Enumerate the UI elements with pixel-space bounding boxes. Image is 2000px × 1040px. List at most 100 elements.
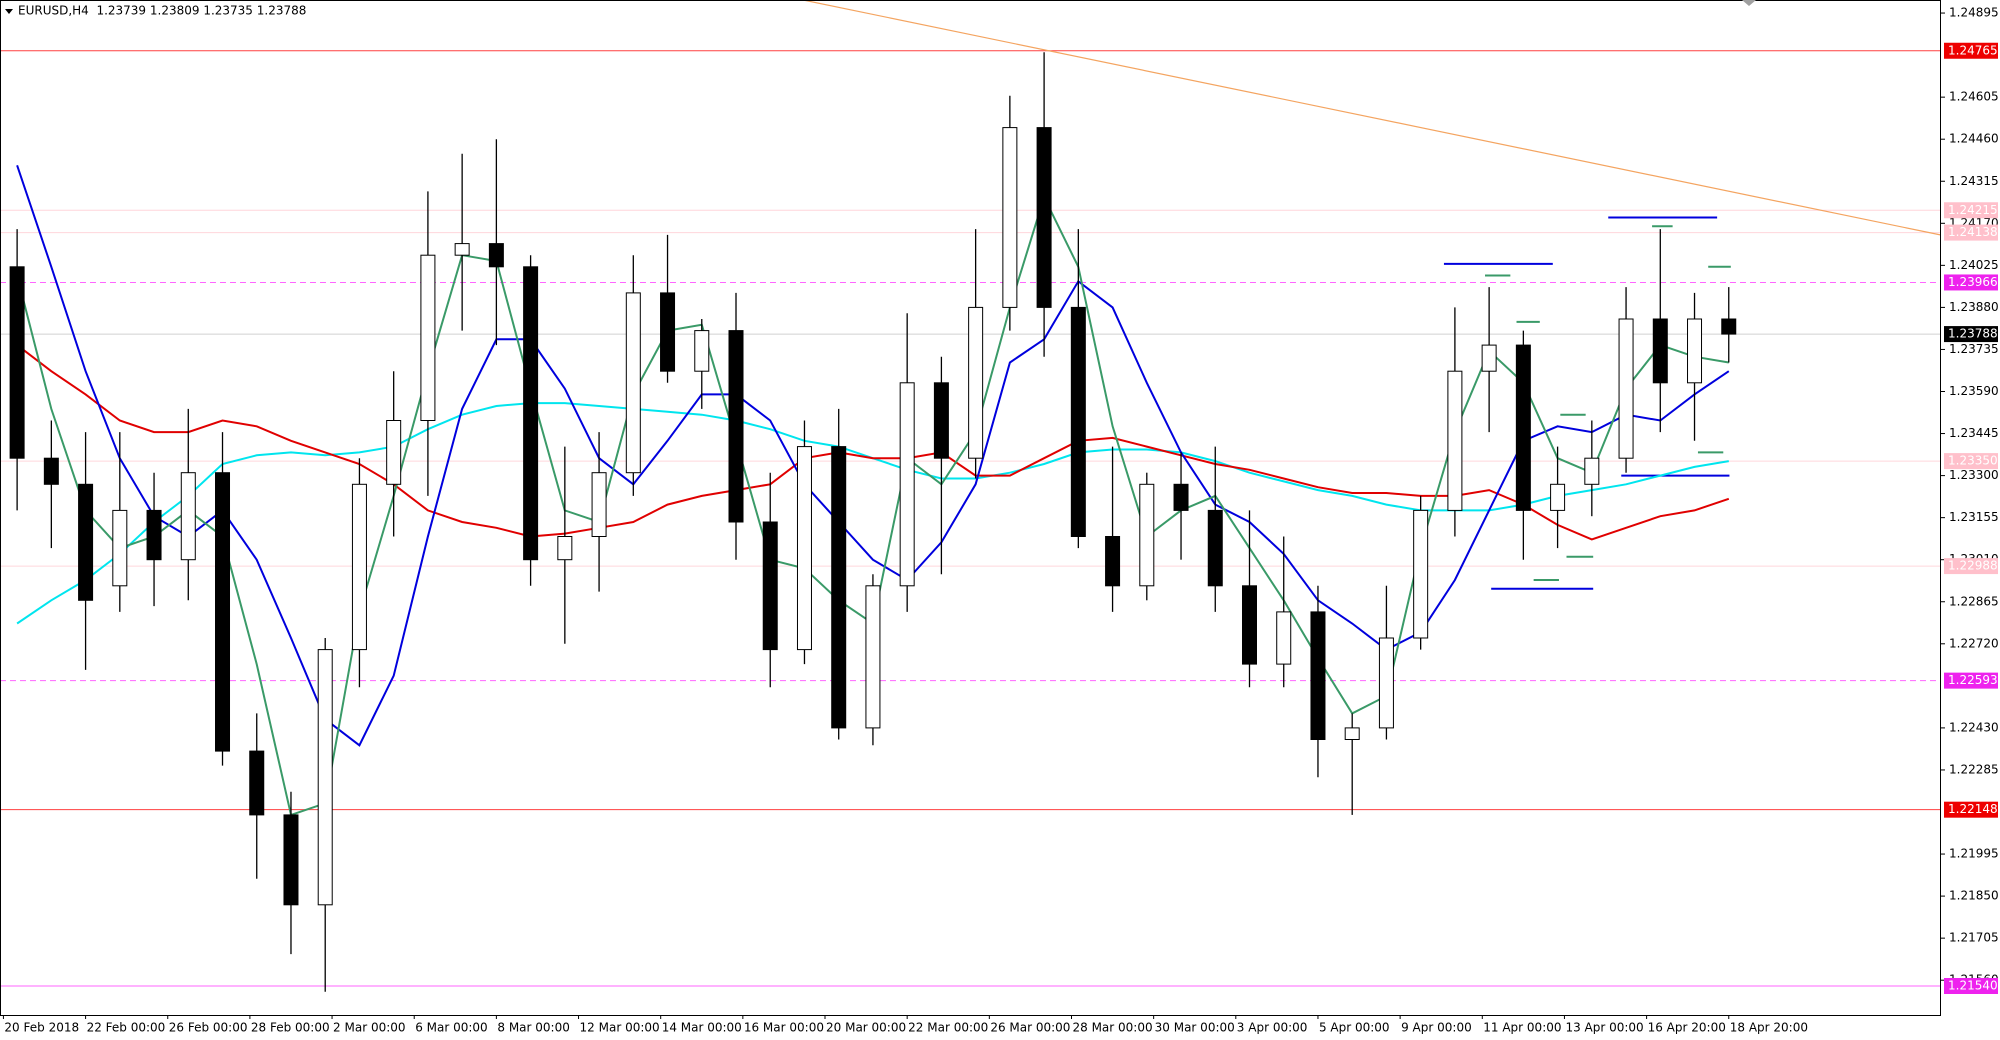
- x-tick-label: 26 Feb 00:00: [169, 1021, 248, 1035]
- candle-body: [762, 521, 778, 651]
- y-tick-label: 1.23590: [1949, 384, 1999, 398]
- price-level-box: [1944, 42, 1998, 59]
- candle-body: [9, 266, 25, 459]
- candle-body: [968, 306, 984, 459]
- candle-body: [1447, 370, 1463, 511]
- candle-body: [1276, 611, 1292, 665]
- x-tick-label: 20 Feb 2018: [4, 1021, 79, 1035]
- candle-body: [78, 483, 94, 601]
- candle-body: [317, 649, 333, 906]
- y-tick-label: 1.24895: [1949, 6, 1999, 20]
- candle-body: [386, 420, 402, 485]
- candle-body: [420, 254, 436, 421]
- x-tick-label: 22 Feb 00:00: [87, 1021, 166, 1035]
- y-tick-label: 1.23735: [1949, 342, 1999, 356]
- candle-body: [1413, 509, 1429, 639]
- candle-body: [1584, 457, 1600, 485]
- price-level-box: [1944, 558, 1998, 575]
- candle-body: [1310, 611, 1326, 741]
- candle-body: [796, 446, 812, 651]
- candle-body: [249, 750, 265, 816]
- price-level-box: [1944, 326, 1998, 343]
- x-tick-label: 30 Mar 00:00: [1155, 1021, 1235, 1035]
- y-tick-label: 1.23445: [1949, 426, 1999, 440]
- price-level-box: [1944, 202, 1998, 219]
- x-tick-label: 8 Mar 00:00: [497, 1021, 570, 1035]
- x-tick-label: 14 Mar 00:00: [662, 1021, 742, 1035]
- candle-body: [1618, 318, 1634, 459]
- x-tick-label: 28 Mar 00:00: [1072, 1021, 1152, 1035]
- candle-body: [1173, 483, 1189, 511]
- y-tick-label: 1.21850: [1949, 889, 1999, 903]
- moving-average-line: [16, 344, 1730, 541]
- price-level-label: 1.22988: [1948, 559, 1998, 573]
- candle-body: [933, 382, 949, 459]
- symbol-menu-arrow[interactable]: [5, 9, 13, 14]
- candle-body: [1207, 509, 1223, 587]
- y-tick-label: 1.23155: [1949, 510, 1999, 524]
- x-tick-label: 9 Apr 00:00: [1401, 1021, 1472, 1035]
- price-level-box: [1944, 978, 1998, 994]
- candle-body: [1139, 483, 1155, 587]
- candle-body: [694, 330, 710, 372]
- moving-average-line: [16, 164, 1730, 747]
- candle-body: [43, 457, 59, 485]
- y-tick-label: 1.24315: [1949, 174, 1999, 188]
- x-tick-label: 20 Mar 00:00: [826, 1021, 906, 1035]
- candle-body: [1241, 585, 1257, 665]
- candle-body: [1481, 344, 1497, 372]
- candle-body: [112, 509, 128, 587]
- price-level-label: 1.21540: [1948, 979, 1998, 993]
- y-tick-label: 1.24025: [1949, 258, 1999, 272]
- candle-body: [215, 472, 231, 752]
- y-tick-label: 1.24605: [1949, 90, 1999, 104]
- y-tick-label: 1.22865: [1949, 594, 1999, 608]
- trend-line: [802, 0, 1941, 236]
- candle-body: [146, 509, 162, 561]
- price-level-box: [1944, 801, 1998, 818]
- plot-frame: [0, 0, 1941, 1016]
- y-tick-label: 1.21995: [1949, 847, 1999, 861]
- scroll-marker: [1742, 0, 1756, 6]
- x-tick-label: 18 Apr 20:00: [1730, 1021, 1808, 1035]
- candle-body: [1002, 127, 1018, 308]
- y-tick-label: 1.22430: [1949, 720, 1999, 734]
- y-tick-label: 1.23880: [1949, 300, 1999, 314]
- price-level-label: 1.22148: [1948, 802, 1998, 816]
- price-level-label: 1.24215: [1948, 203, 1998, 217]
- chart-header: EURUSD,H4 1.23739 1.23809 1.23735 1.2378…: [18, 4, 306, 18]
- x-tick-label: 2 Mar 00:00: [333, 1021, 406, 1035]
- candle-body: [1721, 318, 1737, 335]
- y-tick-label: 1.23300: [1949, 468, 1999, 482]
- candle-body: [591, 472, 607, 538]
- price-level-label: 1.22593: [1948, 673, 1998, 687]
- candle-body: [1687, 318, 1703, 384]
- x-tick-label: 5 Apr 00:00: [1319, 1021, 1390, 1035]
- candle-body: [831, 446, 847, 729]
- candle-body: [283, 814, 299, 906]
- price-level-label: 1.23350: [1948, 454, 1998, 468]
- candle-body: [1378, 637, 1394, 729]
- x-tick-label: 6 Mar 00:00: [415, 1021, 488, 1035]
- price-level-box: [1944, 224, 1998, 241]
- candle-body: [523, 266, 539, 561]
- x-tick-label: 28 Feb 00:00: [251, 1021, 330, 1035]
- candle-body: [1652, 318, 1668, 384]
- candle-body: [625, 292, 641, 474]
- candle-body: [1036, 127, 1052, 308]
- y-tick-label: 1.22285: [1949, 762, 1999, 776]
- price-level-label: 1.24138: [1948, 225, 1998, 239]
- candle-body: [1105, 536, 1121, 587]
- x-tick-label: 26 Mar 00:00: [990, 1021, 1070, 1035]
- price-level-box: [1944, 453, 1998, 470]
- price-level-label: 1.23966: [1948, 275, 1998, 289]
- x-tick-label: 3 Apr 00:00: [1237, 1021, 1308, 1035]
- price-level-box: [1944, 672, 1998, 689]
- price-level-label: 1.23788: [1948, 327, 1998, 341]
- candle-body: [865, 585, 881, 729]
- x-tick-label: 16 Mar 00:00: [744, 1021, 824, 1035]
- candle-body: [1515, 344, 1531, 511]
- x-tick-label: 13 Apr 00:00: [1565, 1021, 1643, 1035]
